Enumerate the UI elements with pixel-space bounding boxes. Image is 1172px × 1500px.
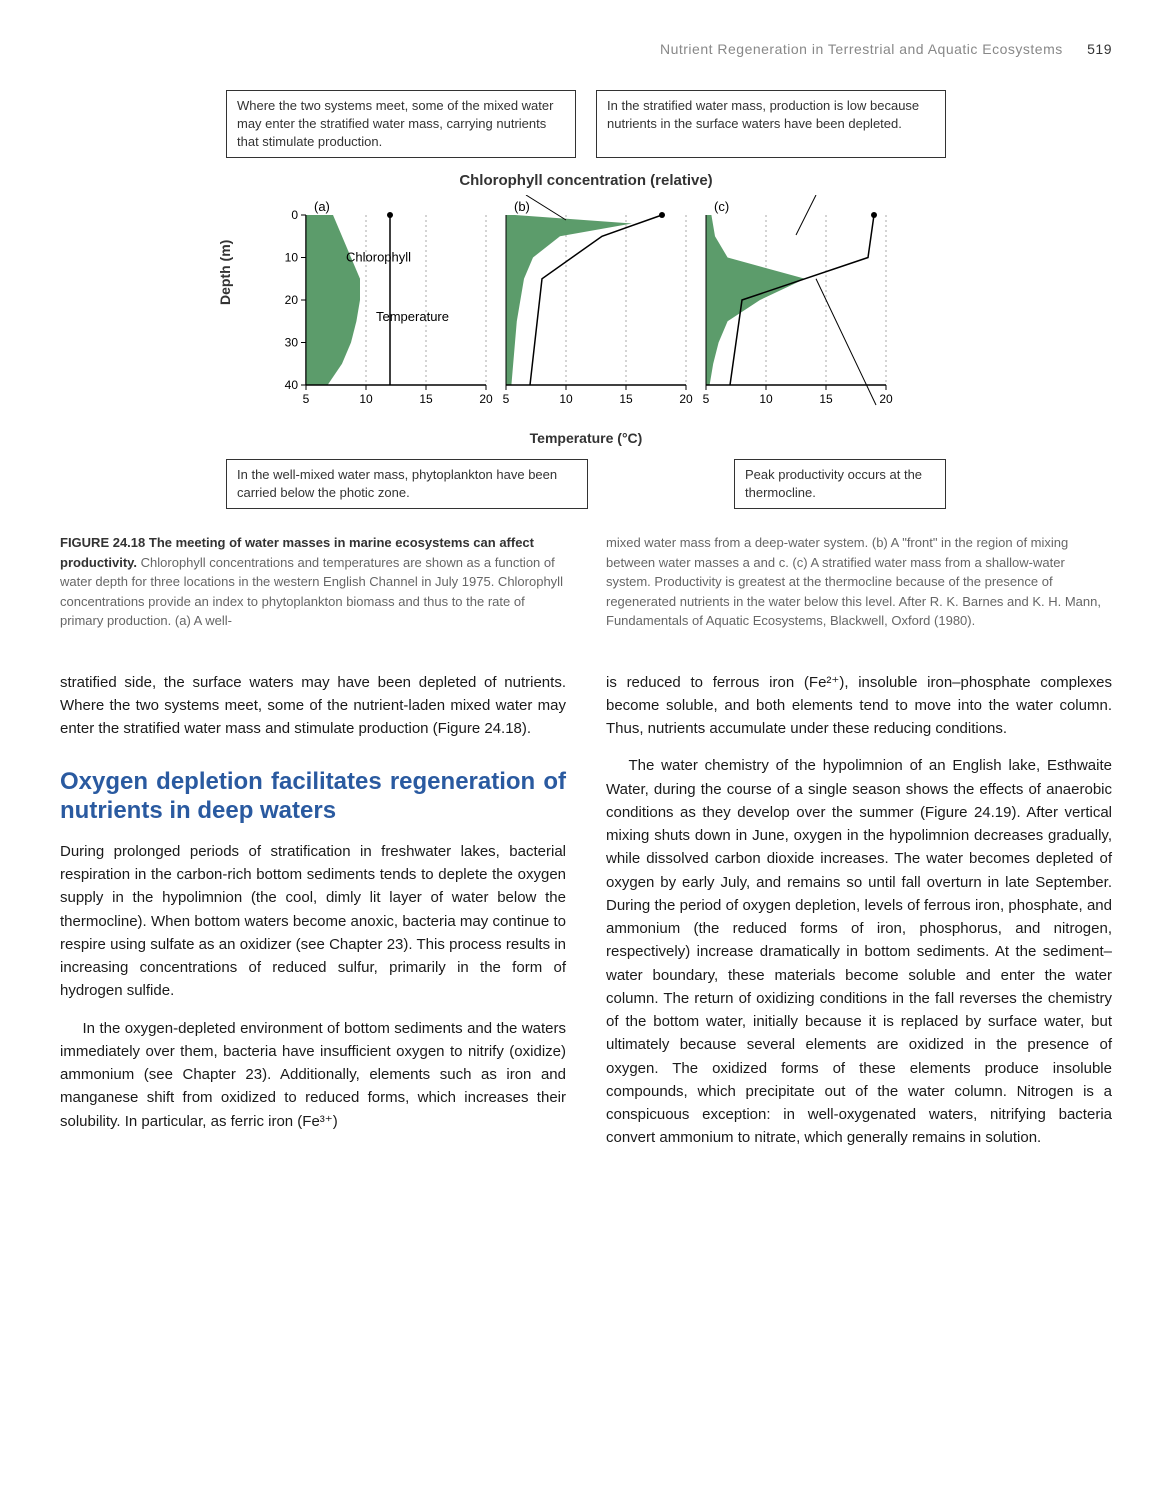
chart-title: Chlorophyll concentration (relative) <box>226 170 946 191</box>
depth-profile-chart: 0 10 20 30 40 (a) 5 10 15 20 (b) 5 10 15 20 (c) 5 10 15 20 C… <box>256 195 916 425</box>
caption-right-text: mixed water mass from a deep-water syste… <box>606 533 1112 631</box>
svg-text:0: 0 <box>291 208 298 222</box>
svg-text:20: 20 <box>679 392 693 406</box>
svg-text:10: 10 <box>285 251 299 265</box>
svg-text:10: 10 <box>759 392 773 406</box>
svg-text:15: 15 <box>419 392 433 406</box>
body-left-p2: During prolonged periods of stratificati… <box>60 840 566 1003</box>
svg-text:20: 20 <box>479 392 493 406</box>
figure-caption: FIGURE 24.18 The meeting of water masses… <box>60 533 1112 631</box>
svg-text:(c): (c) <box>714 199 729 214</box>
body-left-p3: In the oxygen-depleted environment of bo… <box>60 1017 566 1133</box>
annotation-bottom-left: In the well-mixed water mass, phytoplank… <box>226 459 588 509</box>
svg-text:5: 5 <box>303 392 310 406</box>
svg-text:30: 30 <box>285 336 299 350</box>
body-text: stratified side, the surface waters may … <box>60 671 1112 1164</box>
figure-24-18: Where the two systems meet, some of the … <box>226 90 946 510</box>
annotation-top-right: In the stratified water mass, production… <box>596 90 946 159</box>
svg-text:40: 40 <box>285 378 299 392</box>
caption-label: FIGURE 24.18 <box>60 535 145 550</box>
svg-text:15: 15 <box>819 392 833 406</box>
running-head: Nutrient Regeneration in Terrestrial and… <box>60 40 1112 60</box>
svg-text:5: 5 <box>703 392 710 406</box>
svg-text:5: 5 <box>503 392 510 406</box>
section-heading: Oxygen depletion facilitates regeneratio… <box>60 768 566 826</box>
svg-text:(a): (a) <box>314 199 330 214</box>
page-number: 519 <box>1087 41 1112 57</box>
body-right-p1: is reduced to ferrous iron (Fe²⁺), insol… <box>606 671 1112 741</box>
svg-text:10: 10 <box>559 392 573 406</box>
svg-text:20: 20 <box>879 392 893 406</box>
svg-text:20: 20 <box>285 293 299 307</box>
running-head-title: Nutrient Regeneration in Terrestrial and… <box>660 41 1063 57</box>
x-axis-label: Temperature (°C) <box>226 429 946 449</box>
body-left-p1: stratified side, the surface waters may … <box>60 671 566 741</box>
svg-text:15: 15 <box>619 392 633 406</box>
svg-text:10: 10 <box>359 392 373 406</box>
annotation-top-left: Where the two systems meet, some of the … <box>226 90 576 159</box>
svg-text:Chlorophyll: Chlorophyll <box>346 250 411 265</box>
annotation-bottom-right: Peak productivity occurs at the thermocl… <box>734 459 946 509</box>
y-axis-label: Depth (m) <box>216 240 236 305</box>
body-right-p2: The water chemistry of the hypolimnion o… <box>606 754 1112 1149</box>
svg-text:Temperature: Temperature <box>376 309 449 324</box>
svg-text:(b): (b) <box>514 199 530 214</box>
